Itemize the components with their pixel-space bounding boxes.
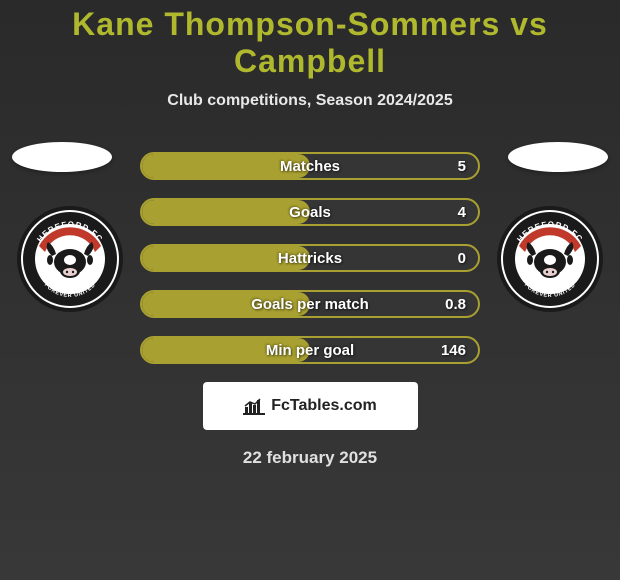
stat-row: Goals per match0.8	[140, 290, 480, 318]
stat-label: Matches	[142, 158, 478, 175]
chart-icon	[243, 397, 265, 415]
stat-label: Goals	[142, 204, 478, 221]
stat-value-right: 4	[458, 204, 466, 221]
date-text: 22 february 2025	[0, 448, 620, 468]
stat-label: Goals per match	[142, 296, 478, 313]
stat-value-right: 0.8	[445, 296, 466, 313]
stat-label: Min per goal	[142, 342, 478, 359]
player-left-club-badge: HEREFORD FC FOREVER UNITED 2015	[15, 204, 125, 314]
stat-row: Min per goal146	[140, 336, 480, 364]
comparison-panel: HEREFORD FC FOREVER UNITED 2015	[0, 142, 620, 468]
stat-row: Goals4	[140, 198, 480, 226]
player-right-avatar-placeholder	[508, 142, 608, 172]
subtitle: Club competitions, Season 2024/2025	[0, 92, 620, 110]
stat-row: Matches5	[140, 152, 480, 180]
brand-text: FcTables.com	[271, 397, 377, 415]
stat-row: Hattricks0	[140, 244, 480, 272]
stat-label: Hattricks	[142, 250, 478, 267]
stat-value-right: 5	[458, 158, 466, 175]
player-left-avatar-placeholder	[12, 142, 112, 172]
stats-list: Matches5Goals4Hattricks0Goals per match0…	[140, 142, 480, 364]
page-title: Kane Thompson-Sommers vs Campbell	[0, 0, 620, 80]
stat-value-right: 0	[458, 250, 466, 267]
svg-text:2015: 2015	[64, 286, 75, 292]
svg-text:2015: 2015	[544, 286, 555, 292]
player-right-club-badge: HEREFORD FC FOREVER UNITED 2015	[495, 204, 605, 314]
brand-logo[interactable]: FcTables.com	[203, 382, 418, 430]
stat-value-right: 146	[441, 342, 466, 359]
